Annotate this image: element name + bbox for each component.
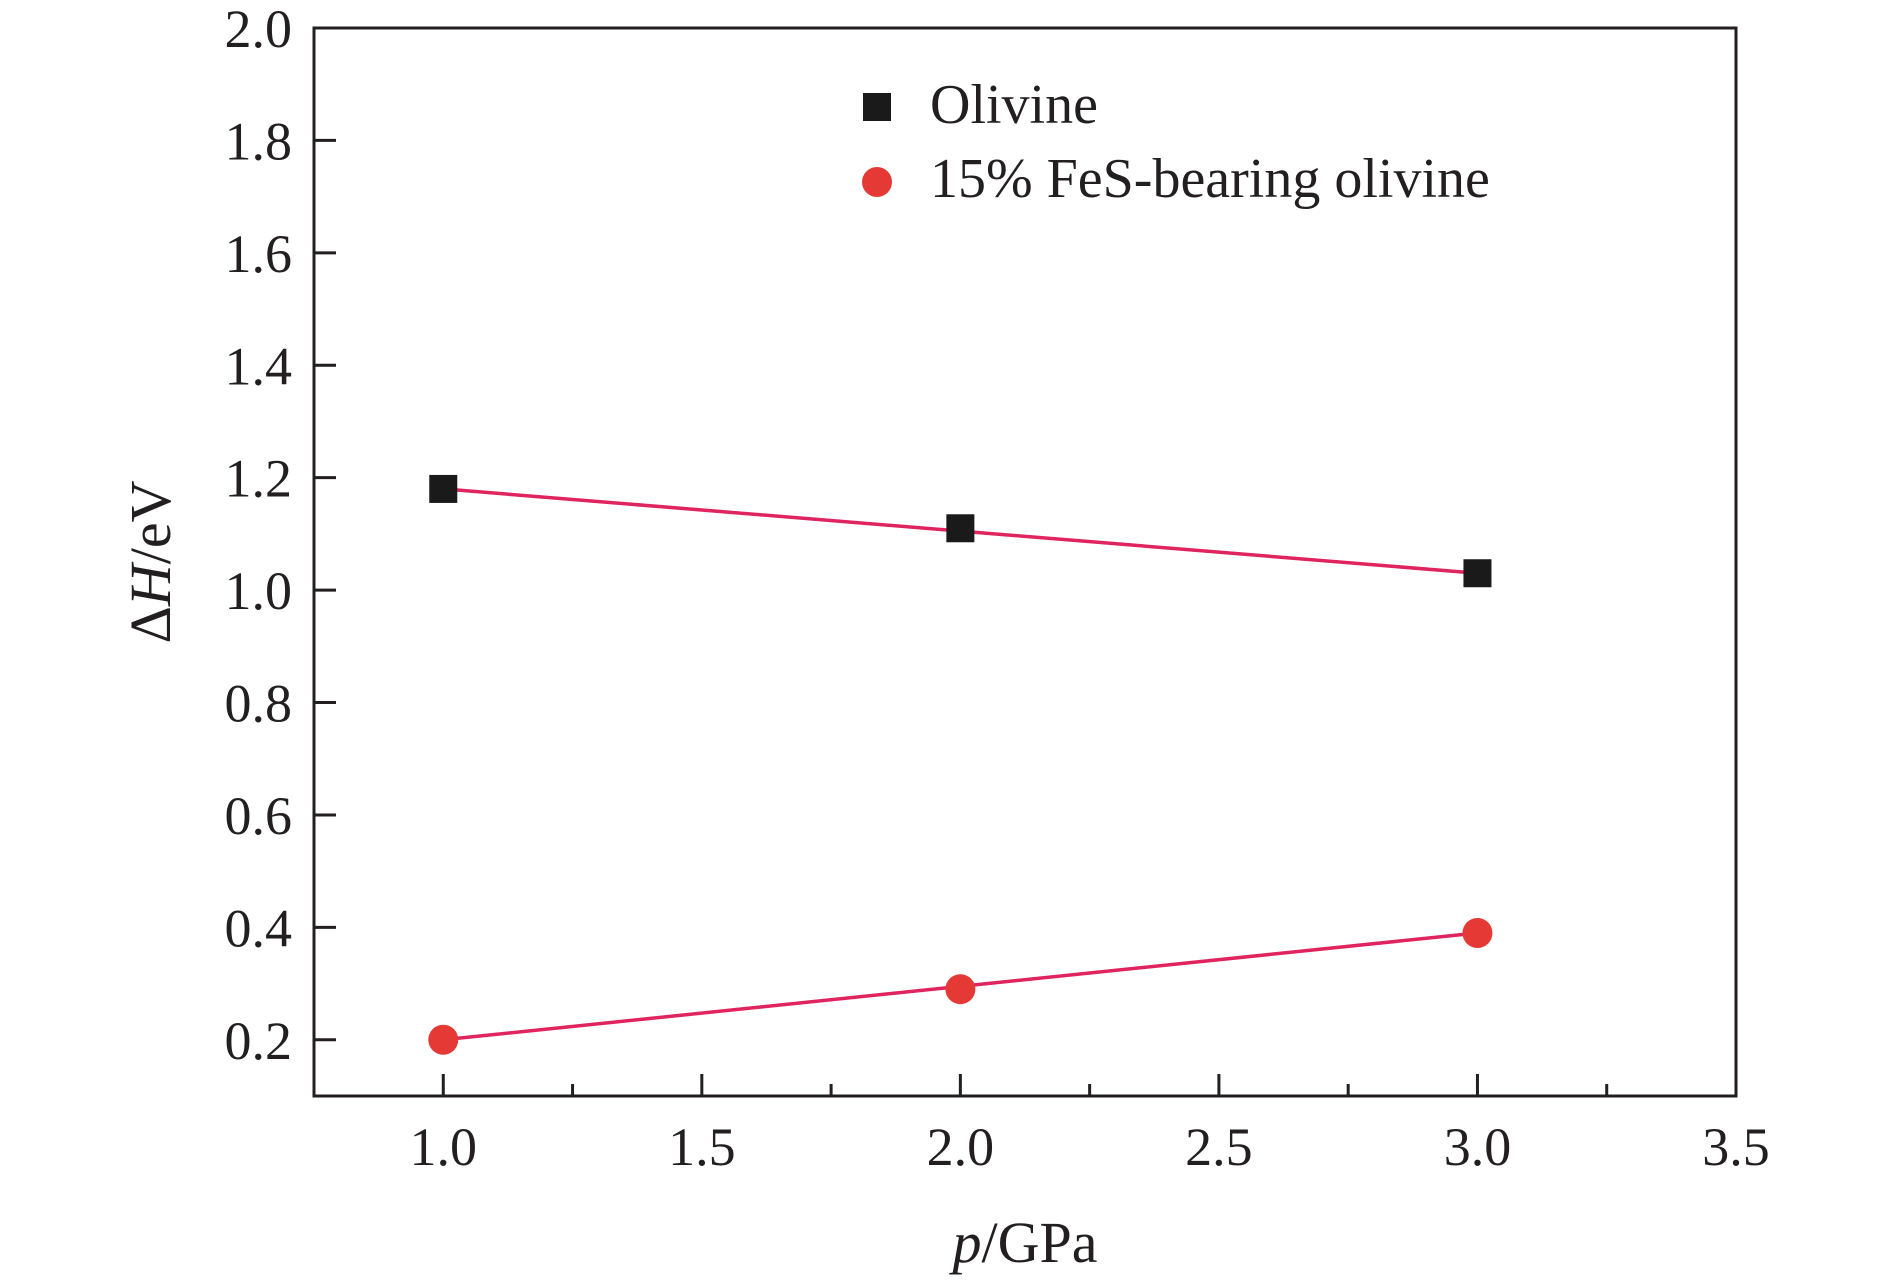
y-tick-label: 0.4 bbox=[225, 898, 293, 958]
legend-label-olivine: Olivine bbox=[930, 74, 1098, 136]
y-axis-title: ΔH/eV bbox=[118, 480, 183, 643]
legend: Olivine 15% FeS-bearing olivine bbox=[862, 74, 1490, 210]
y-tick-label: 0.2 bbox=[225, 1011, 293, 1071]
y-tick-label: 1.0 bbox=[225, 561, 293, 621]
x-axis-title-unit: /GPa bbox=[982, 1210, 1098, 1275]
legend-label-fes-olivine: 15% FeS-bearing olivine bbox=[930, 148, 1490, 210]
data-markers bbox=[428, 474, 1493, 1055]
x-tick-label: 1.0 bbox=[410, 1117, 478, 1177]
plot-frame bbox=[312, 26, 1738, 1098]
data-point-fes-olivine bbox=[1462, 917, 1493, 948]
y-tick-label: 1.6 bbox=[225, 224, 293, 284]
y-tick-label: 1.4 bbox=[225, 336, 293, 396]
data-point-olivine bbox=[1463, 559, 1492, 588]
y-axis-title-delta: Δ bbox=[118, 606, 183, 643]
data-point-olivine bbox=[429, 474, 458, 503]
x-tick-label: 2.0 bbox=[927, 1117, 995, 1177]
axis-ticks: 1.0 1.5 2.0 2.5 3.0 3.5 0.2 0.4 0.6 0.8 1.0 1.2 1.4 1… bbox=[225, 0, 1770, 1177]
fit-lines bbox=[443, 487, 1478, 1042]
legend-marker-olivine bbox=[863, 93, 891, 121]
y-tick-label: 0.6 bbox=[225, 786, 293, 846]
data-point-olivine bbox=[946, 514, 975, 543]
x-tick-label: 2.5 bbox=[1185, 1117, 1253, 1177]
y-tick-label: 1.2 bbox=[225, 449, 293, 509]
y-tick-label: 0.8 bbox=[225, 674, 293, 734]
x-tick-label: 1.5 bbox=[668, 1117, 736, 1177]
x-axis-title: p/GPa bbox=[949, 1210, 1098, 1275]
data-point-fes-olivine bbox=[945, 974, 976, 1005]
x-tick-label: 3.5 bbox=[1702, 1117, 1770, 1177]
x-axis-title-var: p bbox=[949, 1210, 982, 1275]
y-axis-title-unit: /eV bbox=[118, 480, 183, 564]
x-tick-label: 3.0 bbox=[1444, 1117, 1512, 1177]
y-tick-label: 1.8 bbox=[225, 111, 293, 171]
y-tick-label: 2.0 bbox=[225, 0, 293, 59]
data-point-fes-olivine bbox=[428, 1024, 459, 1055]
y-axis-title-var: H bbox=[118, 561, 183, 607]
legend-marker-fes-olivine bbox=[862, 167, 892, 197]
